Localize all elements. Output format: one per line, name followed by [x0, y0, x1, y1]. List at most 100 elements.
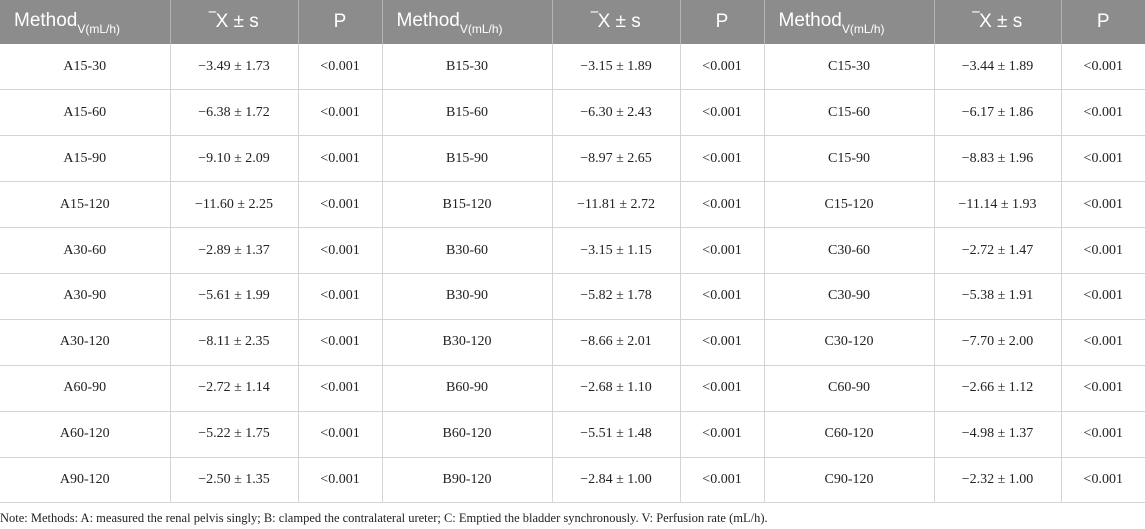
- cell-method: A30-120: [0, 319, 171, 366]
- cell-mean-sd: −8.83 ± 1.96: [934, 135, 1062, 183]
- header-mean-sd: ‾X ± s: [170, 0, 299, 44]
- cell-mean-sd: −5.38 ± 1.91: [934, 273, 1062, 320]
- cell-p-value: <0.001: [1061, 457, 1145, 504]
- cell-mean-sd: −8.66 ± 2.01: [552, 319, 681, 366]
- cell-method: C15-60: [764, 89, 935, 137]
- cell-mean-sd: −2.50 ± 1.35: [170, 457, 299, 504]
- cell-mean-sd: −8.11 ± 2.35: [170, 319, 299, 366]
- cell-p-value: <0.001: [1061, 227, 1145, 274]
- cell-p-value: <0.001: [680, 44, 765, 91]
- cell-mean-sd: −2.89 ± 1.37: [170, 227, 299, 274]
- cell-p-value: <0.001: [1061, 411, 1145, 458]
- cell-method: C30-90: [764, 273, 935, 320]
- cell-method: B30-120: [382, 319, 553, 366]
- cell-p-value: <0.001: [680, 411, 765, 458]
- header-label: P: [333, 11, 347, 32]
- cell-method: A60-120: [0, 411, 171, 458]
- cell-mean-sd: −7.70 ± 2.00: [934, 319, 1062, 366]
- cell-method: A90-120: [0, 457, 171, 504]
- table-row: A60-90 −2.72 ± 1.14 <0.001 B60-90 −2.68 ± 1.…: [0, 365, 1145, 412]
- cell-method: A30-90: [0, 273, 171, 320]
- table-row: A15-30 −3.49 ± 1.73 <0.001 B15-30 −3.15 ± 1.…: [0, 44, 1145, 91]
- table-row: A15-60 −6.38 ± 1.72 <0.001 B15-60 −6.30 ± 2.…: [0, 89, 1145, 137]
- cell-p-value: <0.001: [680, 457, 765, 504]
- cell-mean-sd: −2.32 ± 1.00: [934, 457, 1062, 504]
- cell-method: B15-120: [382, 181, 553, 229]
- header-method: MethodV(mL/h): [764, 0, 935, 44]
- table-row: A30-120 −8.11 ± 2.35 <0.001 B30-120 −8.66 ± …: [0, 319, 1145, 366]
- cell-mean-sd: −6.30 ± 2.43: [552, 89, 681, 137]
- cell-p-value: <0.001: [298, 181, 383, 229]
- cell-method: C30-120: [764, 319, 935, 366]
- header-subscript: V(mL/h): [77, 21, 121, 36]
- cell-mean-sd: −11.81 ± 2.72: [552, 181, 681, 229]
- cell-method: A15-30: [0, 44, 171, 91]
- cell-p-value: <0.001: [298, 89, 383, 137]
- cell-p-value: <0.001: [680, 319, 765, 366]
- header-label: Method: [14, 10, 78, 32]
- cell-mean-sd: −11.60 ± 2.25: [170, 181, 299, 229]
- cell-p-value: <0.001: [298, 227, 383, 274]
- cell-mean-sd: −3.49 ± 1.73: [170, 44, 299, 91]
- cell-mean-sd: −2.72 ± 1.14: [170, 365, 299, 412]
- cell-p-value: <0.001: [1061, 319, 1145, 366]
- cell-method: C60-120: [764, 411, 935, 458]
- cell-mean-sd: −2.72 ± 1.47: [934, 227, 1062, 274]
- cell-p-value: <0.001: [680, 273, 765, 320]
- cell-method: C15-30: [764, 44, 935, 91]
- cell-p-value: <0.001: [1061, 135, 1145, 183]
- header-label: ‾X ± s: [591, 11, 641, 32]
- table-body: A15-30 −3.49 ± 1.73 <0.001 B15-30 −3.15 ± 1.…: [0, 44, 1145, 504]
- cell-mean-sd: −3.15 ± 1.89: [552, 44, 681, 91]
- cell-p-value: <0.001: [1061, 273, 1145, 320]
- cell-method: B60-120: [382, 411, 553, 458]
- cell-p-value: <0.001: [298, 457, 383, 504]
- cell-mean-sd: −5.61 ± 1.99: [170, 273, 299, 320]
- header-mean-sd: ‾X ± s: [552, 0, 681, 44]
- header-p-value: P: [298, 0, 383, 44]
- cell-p-value: <0.001: [298, 319, 383, 366]
- table-row: A30-90 −5.61 ± 1.99 <0.001 B30-90 −5.82 ± 1.…: [0, 273, 1145, 320]
- cell-method: A15-120: [0, 181, 171, 229]
- cell-method: C15-120: [764, 181, 935, 229]
- header-label: Method: [396, 10, 460, 32]
- cell-p-value: <0.001: [1061, 181, 1145, 229]
- cell-method: B15-60: [382, 89, 553, 137]
- cell-method: B15-90: [382, 135, 553, 183]
- cell-method: A60-90: [0, 365, 171, 412]
- header-label: Method: [778, 10, 842, 32]
- header-mean-sd: ‾X ± s: [934, 0, 1062, 44]
- table-row: A30-60 −2.89 ± 1.37 <0.001 B30-60 −3.15 ± 1.…: [0, 227, 1145, 274]
- cell-mean-sd: −2.66 ± 1.12: [934, 365, 1062, 412]
- cell-method: A15-60: [0, 89, 171, 137]
- header-label: P: [715, 11, 729, 32]
- cell-mean-sd: −6.17 ± 1.86: [934, 89, 1062, 137]
- table-row: A60-120 −5.22 ± 1.75 <0.001 B60-120 −5.51 ± …: [0, 411, 1145, 458]
- header-label: ‾X ± s: [209, 11, 259, 32]
- cell-p-value: <0.001: [680, 135, 765, 183]
- cell-method: B60-90: [382, 365, 553, 412]
- cell-p-value: <0.001: [680, 89, 765, 137]
- cell-method: C90-120: [764, 457, 935, 504]
- cell-p-value: <0.001: [298, 273, 383, 320]
- cell-mean-sd: −5.51 ± 1.48: [552, 411, 681, 458]
- cell-method: C60-90: [764, 365, 935, 412]
- cell-p-value: <0.001: [298, 44, 383, 91]
- cell-method: C30-60: [764, 227, 935, 274]
- cell-mean-sd: −5.82 ± 1.78: [552, 273, 681, 320]
- header-label: P: [1096, 11, 1110, 32]
- table-row: A15-120 −11.60 ± 2.25 <0.001 B15-120 −11.81 …: [0, 181, 1145, 229]
- cell-mean-sd: −2.84 ± 1.00: [552, 457, 681, 504]
- table-note: Note: Methods: A: measured the renal pel…: [0, 511, 768, 525]
- cell-mean-sd: −9.10 ± 2.09: [170, 135, 299, 183]
- cell-method: A15-90: [0, 135, 171, 183]
- cell-p-value: <0.001: [298, 411, 383, 458]
- cell-method: B15-30: [382, 44, 553, 91]
- table-row: A15-90 −9.10 ± 2.09 <0.001 B15-90 −8.97 ± 2.…: [0, 135, 1145, 183]
- cell-mean-sd: −3.44 ± 1.89: [934, 44, 1062, 91]
- header-subscript: V(mL/h): [459, 21, 503, 36]
- cell-p-value: <0.001: [680, 227, 765, 274]
- header-method: MethodV(mL/h): [0, 0, 171, 44]
- cell-p-value: <0.001: [1061, 365, 1145, 412]
